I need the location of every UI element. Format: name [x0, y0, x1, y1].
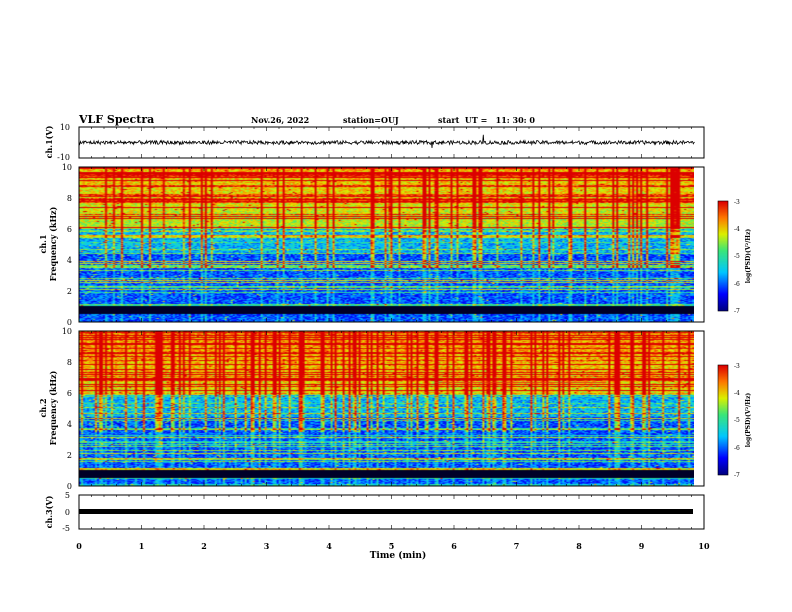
ch3-ytick-top: 5: [65, 491, 70, 500]
ch2-freq-tick-4: 4: [67, 420, 72, 429]
ch1-spectrogram-panel: 0 2 4 6 8 10 ch.1 Frequency (kHz) -3 -4 …: [38, 163, 752, 327]
ch2-spectrogram-image: [79, 331, 694, 486]
ch3-waveform-panel: 5 0 -5 ch.3(V): [44, 491, 705, 533]
ch2-frequency-label: Frequency (kHz): [48, 370, 58, 445]
ch2-freq-tick-10: 10: [62, 327, 72, 336]
station-label: station=OUJ: [343, 115, 399, 125]
time-tick-8: 8: [576, 541, 582, 551]
ch2-colorbar-frame: [717, 364, 729, 476]
time-tick-7: 7: [514, 541, 520, 551]
time-axis-tickmarks: [78, 127, 705, 529]
ch1-frequency-label: Frequency (kHz): [48, 206, 58, 281]
ch1-waveform-panel: 10 -10 ch.1(V): [44, 123, 705, 162]
ch1-freq-tick-4: 4: [67, 256, 72, 265]
ch2-cbar-tick-m5: -5: [734, 417, 740, 424]
ch1-cbar-tick-m7: -7: [734, 308, 740, 315]
ch2-colorbar: [718, 365, 728, 475]
time-tick-10: 10: [698, 541, 710, 551]
ch1-waveform-line: [78, 134, 695, 148]
time-tick-5: 5: [389, 541, 395, 551]
date-label: Nov.26, 2022: [251, 115, 309, 125]
start-time-label: start UT = 11: 30: 0: [438, 115, 535, 125]
time-tick-1: 1: [139, 541, 145, 551]
time-tick-0: 0: [76, 541, 82, 551]
ch2-freq-tick-8: 8: [67, 358, 72, 367]
ch1-cbar-tick-m5: -5: [734, 253, 740, 260]
ch1-freq-tick-8: 8: [67, 194, 72, 203]
ch1-colorbar: [718, 201, 728, 311]
ch1-spectrogram-image: [79, 167, 694, 322]
ch1-cbar-tick-m4: -4: [734, 226, 740, 233]
ch3-ytick-mid: 0: [65, 508, 70, 517]
ch2-colorbar-label: log(PSD)(V²/Hz): [745, 393, 752, 448]
ch1-freq-tick-6: 6: [67, 225, 72, 234]
ch3-ytick-bottom: -5: [62, 524, 70, 533]
ch1-cbar-tick-m6: -6: [734, 281, 740, 288]
time-tick-4: 4: [326, 541, 332, 551]
time-tick-2: 2: [201, 541, 207, 551]
ch2-channel-label: ch.2: [38, 398, 48, 417]
ch1-cbar-tick-m3: -3: [734, 199, 740, 206]
ch1-colorbar-frame: [717, 200, 729, 312]
ch1-freq-tick-2: 2: [67, 287, 72, 296]
figure-title: VLF Spectra: [78, 113, 154, 126]
ch2-cbar-tick-m4: -4: [734, 390, 740, 397]
ch2-spectrogram-panel: 0 2 4 6 8 10 ch.2 Frequency (kHz) -3 -4 …: [38, 327, 752, 491]
ch3-waveform-ylabel: ch.3(V): [44, 495, 54, 528]
ch1-colorbar-label: log(PSD)(V²/Hz): [745, 229, 752, 284]
ch2-cbar-tick-m6: -6: [734, 445, 740, 452]
ch2-freq-tick-6: 6: [67, 389, 72, 398]
time-tick-6: 6: [451, 541, 457, 551]
ch2-freq-tick-0: 0: [67, 482, 72, 491]
ch1-waveform-ylabel: ch.1(V): [44, 125, 54, 158]
time-axis-label: Time (min): [370, 550, 427, 561]
time-axis: 0 1 2 3 4 5 6 7 8 9 10 Time (min): [76, 127, 710, 561]
ch1-ytick-top: 10: [60, 123, 70, 132]
ch2-freq-tick-2: 2: [67, 451, 72, 460]
ch1-channel-label: ch.1: [38, 234, 48, 253]
ch3-waveform-line: [79, 509, 693, 514]
ch2-cbar-tick-m3: -3: [734, 363, 740, 370]
time-tick-9: 9: [639, 541, 645, 551]
ch2-cbar-tick-m7: -7: [734, 472, 740, 479]
ch1-freq-tick-0: 0: [67, 318, 72, 327]
ch1-ytick-bottom: -10: [57, 153, 70, 162]
ch1-freq-tick-10: 10: [62, 163, 72, 172]
time-tick-3: 3: [264, 541, 270, 551]
